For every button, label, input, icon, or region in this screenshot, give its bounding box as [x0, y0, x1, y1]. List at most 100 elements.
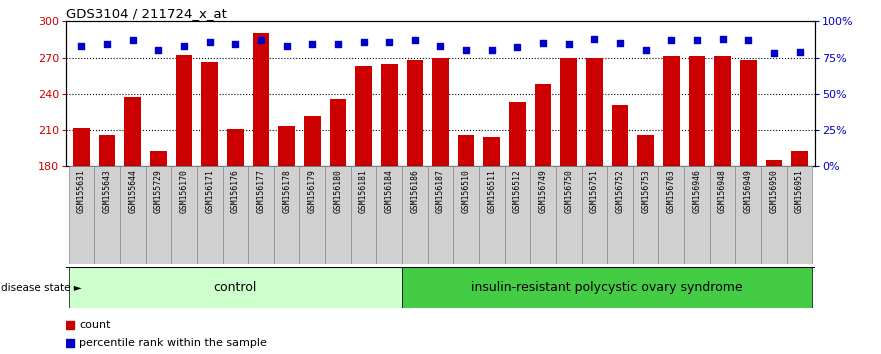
Bar [253, 33, 270, 166]
Text: GSM156951: GSM156951 [795, 169, 804, 213]
Text: GSM156180: GSM156180 [333, 169, 343, 213]
Point [63, 322, 78, 328]
Text: GSM156750: GSM156750 [564, 169, 574, 213]
Text: GSM156763: GSM156763 [667, 169, 676, 213]
Text: control: control [214, 281, 257, 294]
Bar [248, 166, 274, 264]
Point [305, 42, 319, 47]
Bar [458, 135, 475, 166]
Point [382, 39, 396, 44]
Text: GSM156181: GSM156181 [359, 169, 368, 213]
Point [279, 43, 293, 49]
Point [741, 37, 755, 43]
Bar [454, 166, 479, 264]
Bar [586, 58, 603, 166]
Bar [351, 166, 376, 264]
Bar [120, 166, 145, 264]
Bar [171, 166, 196, 264]
Text: count: count [79, 320, 111, 330]
Text: GSM156946: GSM156946 [692, 169, 701, 213]
Bar [304, 115, 321, 166]
Bar [325, 166, 351, 264]
Bar [427, 166, 454, 264]
Bar [145, 166, 171, 264]
Point [408, 37, 422, 43]
Text: GSM156510: GSM156510 [462, 169, 470, 213]
Bar [376, 166, 402, 264]
Point [459, 47, 473, 53]
Bar [714, 56, 731, 166]
Text: GSM156187: GSM156187 [436, 169, 445, 213]
Text: GSM156186: GSM156186 [411, 169, 419, 213]
Bar [710, 166, 736, 264]
Point [74, 43, 88, 49]
Point [536, 40, 550, 46]
Text: GSM156170: GSM156170 [180, 169, 189, 213]
Bar [530, 166, 556, 264]
Point [228, 42, 242, 47]
Point [639, 47, 653, 53]
Text: GSM156179: GSM156179 [307, 169, 317, 213]
Bar [94, 166, 120, 264]
Bar [227, 129, 244, 166]
Bar [99, 135, 115, 166]
Point [63, 340, 78, 346]
Bar [509, 102, 526, 166]
Bar [607, 166, 633, 264]
Text: GSM156948: GSM156948 [718, 169, 727, 213]
Text: GSM156752: GSM156752 [616, 169, 625, 213]
Bar [740, 60, 757, 166]
Bar [175, 55, 192, 166]
Bar [761, 166, 787, 264]
Bar [637, 135, 654, 166]
Bar [535, 84, 552, 166]
Point [766, 50, 781, 56]
Bar [479, 166, 505, 264]
Point [562, 42, 576, 47]
Point [254, 37, 268, 43]
Bar [278, 126, 295, 166]
Point [485, 47, 499, 53]
Text: GSM155729: GSM155729 [154, 169, 163, 213]
Point [715, 36, 729, 41]
Text: GSM156184: GSM156184 [385, 169, 394, 213]
Point [331, 42, 345, 47]
Bar [274, 166, 300, 264]
Text: GSM156511: GSM156511 [487, 169, 496, 213]
Point [126, 37, 140, 43]
Text: GSM155631: GSM155631 [77, 169, 86, 213]
Text: GSM155644: GSM155644 [129, 169, 137, 213]
Bar [406, 60, 423, 166]
Bar [402, 166, 427, 264]
Text: GSM155643: GSM155643 [102, 169, 112, 213]
Bar [433, 58, 448, 166]
Point [152, 47, 166, 53]
Point [664, 37, 678, 43]
Bar [300, 166, 325, 264]
Bar [150, 151, 167, 166]
Text: GSM156512: GSM156512 [513, 169, 522, 213]
Text: GDS3104 / 211724_x_at: GDS3104 / 211724_x_at [66, 7, 227, 20]
Point [177, 43, 191, 49]
Text: percentile rank within the sample: percentile rank within the sample [79, 338, 267, 348]
Point [690, 37, 704, 43]
Point [510, 45, 524, 50]
Bar [611, 105, 628, 166]
Text: GSM156749: GSM156749 [538, 169, 548, 213]
Bar [202, 62, 218, 166]
Bar [69, 267, 402, 308]
Text: GSM156171: GSM156171 [205, 169, 214, 213]
Bar [685, 166, 710, 264]
Point [203, 39, 217, 44]
Bar [223, 166, 248, 264]
Bar [736, 166, 761, 264]
Bar [69, 166, 94, 264]
Bar [556, 166, 581, 264]
Bar [663, 56, 679, 166]
Bar [560, 58, 577, 166]
Bar [633, 166, 658, 264]
Bar [505, 166, 530, 264]
Point [433, 43, 448, 49]
Bar [196, 166, 223, 264]
Bar [766, 160, 782, 166]
